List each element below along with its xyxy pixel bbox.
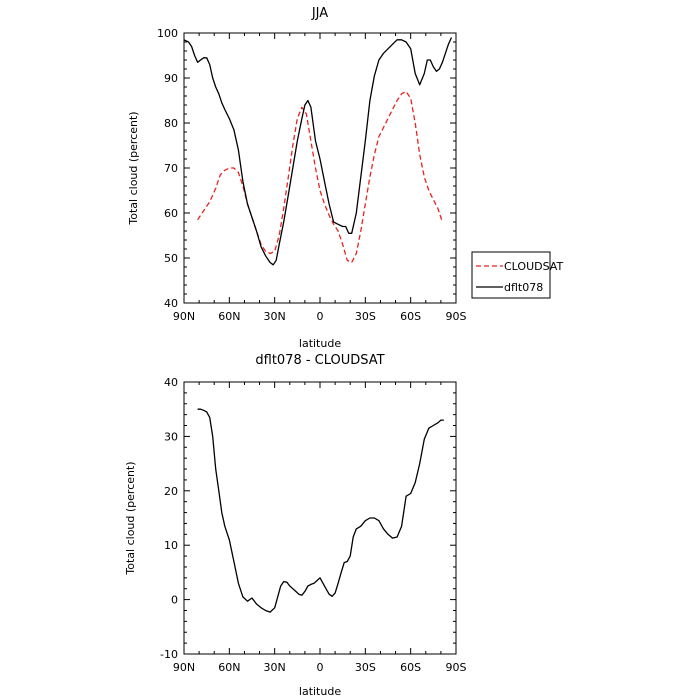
plot-area bbox=[183, 37, 453, 266]
series-line-difference bbox=[197, 408, 444, 613]
x-tick-label: 30N bbox=[264, 661, 286, 674]
chart-title: dflt078 - CLOUDSAT bbox=[255, 353, 384, 368]
x-tick-label: 90N bbox=[173, 310, 195, 323]
x-tick-label: 60S bbox=[400, 661, 421, 674]
tick-labels: 90N 60N 30N 0 30S 60S 90S 40 50 60 70 80 90 100 bbox=[157, 27, 467, 323]
bottom-chart: dflt078 - CLOUDSAT 90N 60N 30N 0 30S 60S 90S -1… bbox=[124, 353, 467, 698]
x-tick-label: 90S bbox=[446, 310, 467, 323]
x-tick-label: 30S bbox=[355, 310, 376, 323]
x-tick-label: 30N bbox=[264, 310, 286, 323]
y-tick-label: 60 bbox=[164, 207, 178, 220]
tick-marks bbox=[183, 381, 457, 655]
x-axis-title: latitude bbox=[299, 685, 341, 698]
x-tick-label: 60S bbox=[400, 310, 421, 323]
top-chart: JJA 90N 60N 30N 0 30S 60S 90S 40 50 60 70 80 90 100 l… bbox=[127, 6, 563, 350]
plot-area bbox=[197, 408, 444, 613]
y-tick-label: -10 bbox=[160, 648, 178, 661]
chart-title: JJA bbox=[311, 6, 328, 21]
x-tick-label: 60N bbox=[218, 310, 240, 323]
y-tick-label: 30 bbox=[164, 430, 178, 443]
x-tick-label: 90N bbox=[173, 661, 195, 674]
tick-labels: 90N 60N 30N 0 30S 60S 90S -10 0 10 20 30 40 bbox=[160, 376, 466, 674]
legend: CLOUDSAT dflt078 bbox=[471, 251, 563, 299]
legend-label-dflt078: dflt078 bbox=[504, 281, 543, 294]
plot-frame bbox=[183, 32, 457, 304]
y-axis-title: Total cloud (percent) bbox=[124, 461, 137, 575]
x-tick-label: 0 bbox=[317, 310, 324, 323]
x-tick-label: 60N bbox=[218, 661, 240, 674]
y-tick-label: 10 bbox=[164, 539, 178, 552]
y-tick-label: 90 bbox=[164, 72, 178, 85]
legend-label-cloudsat: CLOUDSAT bbox=[504, 260, 563, 273]
y-tick-label: 0 bbox=[171, 594, 178, 607]
y-tick-label: 80 bbox=[164, 117, 178, 130]
x-tick-label: 0 bbox=[317, 661, 324, 674]
series-line-cloudsat bbox=[197, 90, 444, 264]
plot-frame bbox=[183, 381, 457, 655]
y-tick-label: 40 bbox=[164, 297, 178, 310]
x-tick-label: 90S bbox=[446, 661, 467, 674]
y-tick-label: 20 bbox=[164, 485, 178, 498]
x-axis-title: latitude bbox=[299, 337, 341, 350]
y-tick-label: 100 bbox=[157, 27, 178, 40]
y-tick-label: 40 bbox=[164, 376, 178, 389]
y-tick-label: 50 bbox=[164, 252, 178, 265]
legend-box bbox=[471, 251, 551, 299]
y-tick-label: 70 bbox=[164, 162, 178, 175]
series-line-dflt078 bbox=[183, 37, 453, 266]
y-axis-title: Total cloud (percent) bbox=[127, 111, 140, 225]
x-tick-label: 30S bbox=[355, 661, 376, 674]
